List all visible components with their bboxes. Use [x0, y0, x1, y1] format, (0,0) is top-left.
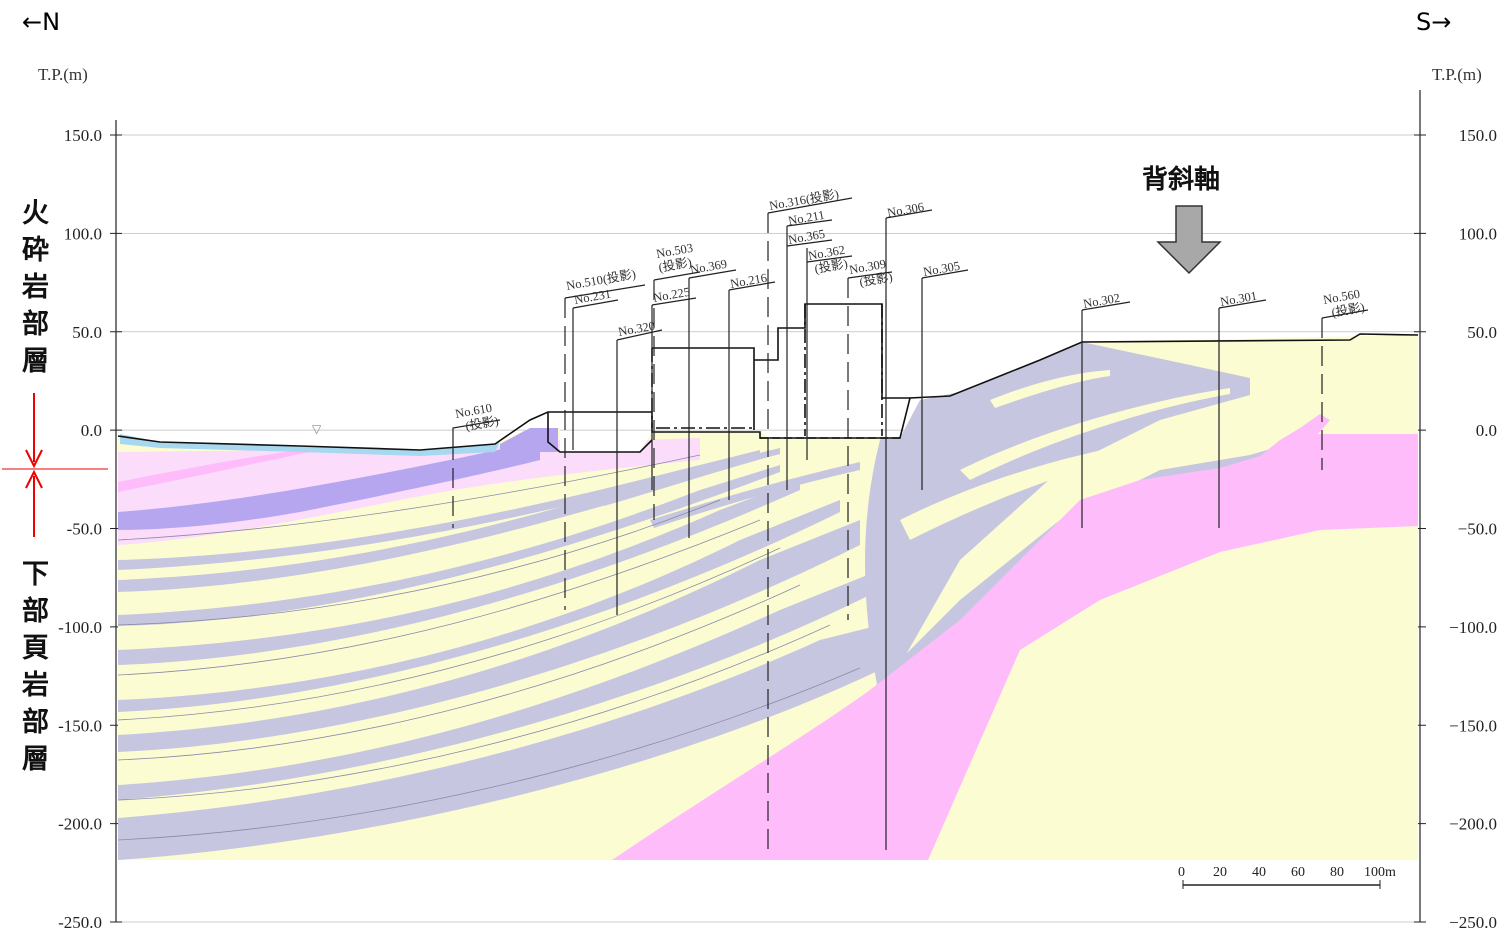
formation-char: 岩	[21, 670, 49, 701]
scale-label: 0	[1178, 865, 1185, 880]
left-tick-label: -200.0	[58, 815, 102, 834]
borehole-label-sub: (投影)	[813, 255, 848, 276]
borehole-label-sub: (投影)	[464, 413, 499, 434]
basement-rock	[612, 414, 1418, 860]
left-tick-labels: 150.0 100.0 50.0 0.0 -50.0 -100.0 -150.0 -200.0…	[58, 126, 102, 932]
formation-char: 岩	[21, 272, 49, 303]
formation-char: 砕	[22, 235, 49, 266]
left-tick-label: -100.0	[58, 618, 102, 637]
sea-water	[120, 434, 500, 456]
borehole-label: No.369	[689, 257, 728, 277]
borehole-label: No.306	[886, 200, 925, 220]
left-tick-label: 100.0	[64, 224, 102, 243]
left-tick-label: 0.0	[81, 421, 102, 440]
sandstone-lens	[990, 370, 1110, 408]
mudstone-band	[600, 448, 780, 506]
mudstone-band	[118, 480, 800, 665]
borehole-label-sub: (投影)	[1330, 299, 1365, 320]
right-tick-label: −100.0	[1449, 618, 1497, 637]
borehole-label: No.225	[652, 285, 691, 305]
scale-label: 40	[1252, 865, 1266, 880]
right-tick-label: −150.0	[1449, 716, 1497, 735]
structure-outlines	[117, 303, 1419, 453]
mudstone-band	[118, 620, 900, 860]
borehole-label: No.316(投影)	[768, 186, 840, 213]
formation-char: 部	[22, 308, 49, 340]
scale-label: 80	[1330, 865, 1344, 880]
borehole-label: No.301	[1219, 289, 1258, 309]
borehole-label: No.216	[729, 271, 768, 291]
borehole-label: No.302	[1082, 291, 1121, 311]
formation-char: 火	[22, 198, 49, 229]
mudstone-band	[118, 465, 700, 570]
borehole-label: No.320	[617, 319, 656, 339]
formation-char: 部	[22, 706, 49, 738]
right-axis-unit: T.P.(m)	[1432, 65, 1482, 84]
left-axis-unit: T.P.(m)	[38, 65, 88, 84]
right-tick-label: 50.0	[1467, 323, 1497, 342]
purple-layer	[118, 440, 540, 530]
scale-label: 100m	[1364, 865, 1396, 880]
right-tick-label: −250.0	[1449, 913, 1497, 932]
left-tick-label: -50.0	[67, 520, 102, 539]
right-tick-label: 0.0	[1476, 421, 1497, 440]
left-tick-label: 150.0	[64, 126, 102, 145]
formation-char: 層	[22, 346, 49, 377]
bedding-lines	[118, 454, 861, 841]
right-tick-label: −200.0	[1449, 815, 1497, 834]
south-direction-label: S→	[1416, 8, 1451, 36]
borehole-label: No.610	[454, 401, 493, 421]
mudstone-wedge	[865, 342, 1250, 700]
mudstone-band	[118, 450, 760, 592]
pale-pink-layer	[118, 438, 700, 545]
water-level-symbol: ▽	[312, 422, 322, 436]
mudstone-band	[650, 462, 860, 528]
purple-layer-upper	[500, 428, 558, 452]
upper-formation-label: 火 砕 岩 部 層	[21, 198, 49, 377]
right-tick-label: 100.0	[1459, 224, 1497, 243]
borehole-label: No.560	[1322, 287, 1361, 307]
borehole-label: No.309	[848, 257, 887, 277]
anticline-axis-label: 背斜軸	[1142, 164, 1220, 195]
scale-label: 60	[1291, 865, 1305, 880]
borehole-label: No.211	[787, 208, 826, 228]
formation-char: 部	[22, 595, 49, 627]
north-direction-label: ←N	[22, 8, 60, 36]
anticline-arrow-icon	[1156, 205, 1222, 275]
borehole-label-sub: (投影)	[657, 254, 692, 275]
scale-label: 20	[1213, 865, 1227, 880]
borehole-label-sub: (投影)	[858, 269, 893, 290]
geology-layers: ▽	[118, 335, 1418, 860]
borehole-label: No.365	[787, 227, 826, 247]
borehole-label: No.362	[807, 243, 846, 263]
formation-char: 頁	[22, 633, 49, 664]
borehole-label: No.503	[655, 241, 694, 261]
lower-formation-label: 下 部 頁 岩 部 層	[21, 559, 49, 775]
sandstone-lens	[900, 432, 1222, 540]
left-tick-label: -250.0	[58, 913, 102, 932]
formation-char: 下	[22, 559, 49, 590]
sandstone-lens	[960, 388, 1230, 480]
pink-band	[118, 450, 320, 492]
formation-char: 層	[22, 744, 49, 775]
right-tick-label: −50.0	[1458, 520, 1497, 539]
right-tick-labels: 150.0 100.0 50.0 0.0 −50.0 −100.0 −150.0 −200.0…	[1449, 126, 1497, 932]
formation-boundary-marker	[2, 393, 108, 537]
left-tick-label: 50.0	[72, 323, 102, 342]
scale-bar: 0 20 40 60 80 100m	[1178, 865, 1396, 889]
borehole-label: No.231	[573, 287, 612, 307]
borehole-label: No.305	[922, 259, 961, 279]
right-tick-label: 150.0	[1459, 126, 1497, 145]
left-tick-label: -150.0	[58, 716, 102, 735]
borehole-lines	[452, 197, 1369, 855]
